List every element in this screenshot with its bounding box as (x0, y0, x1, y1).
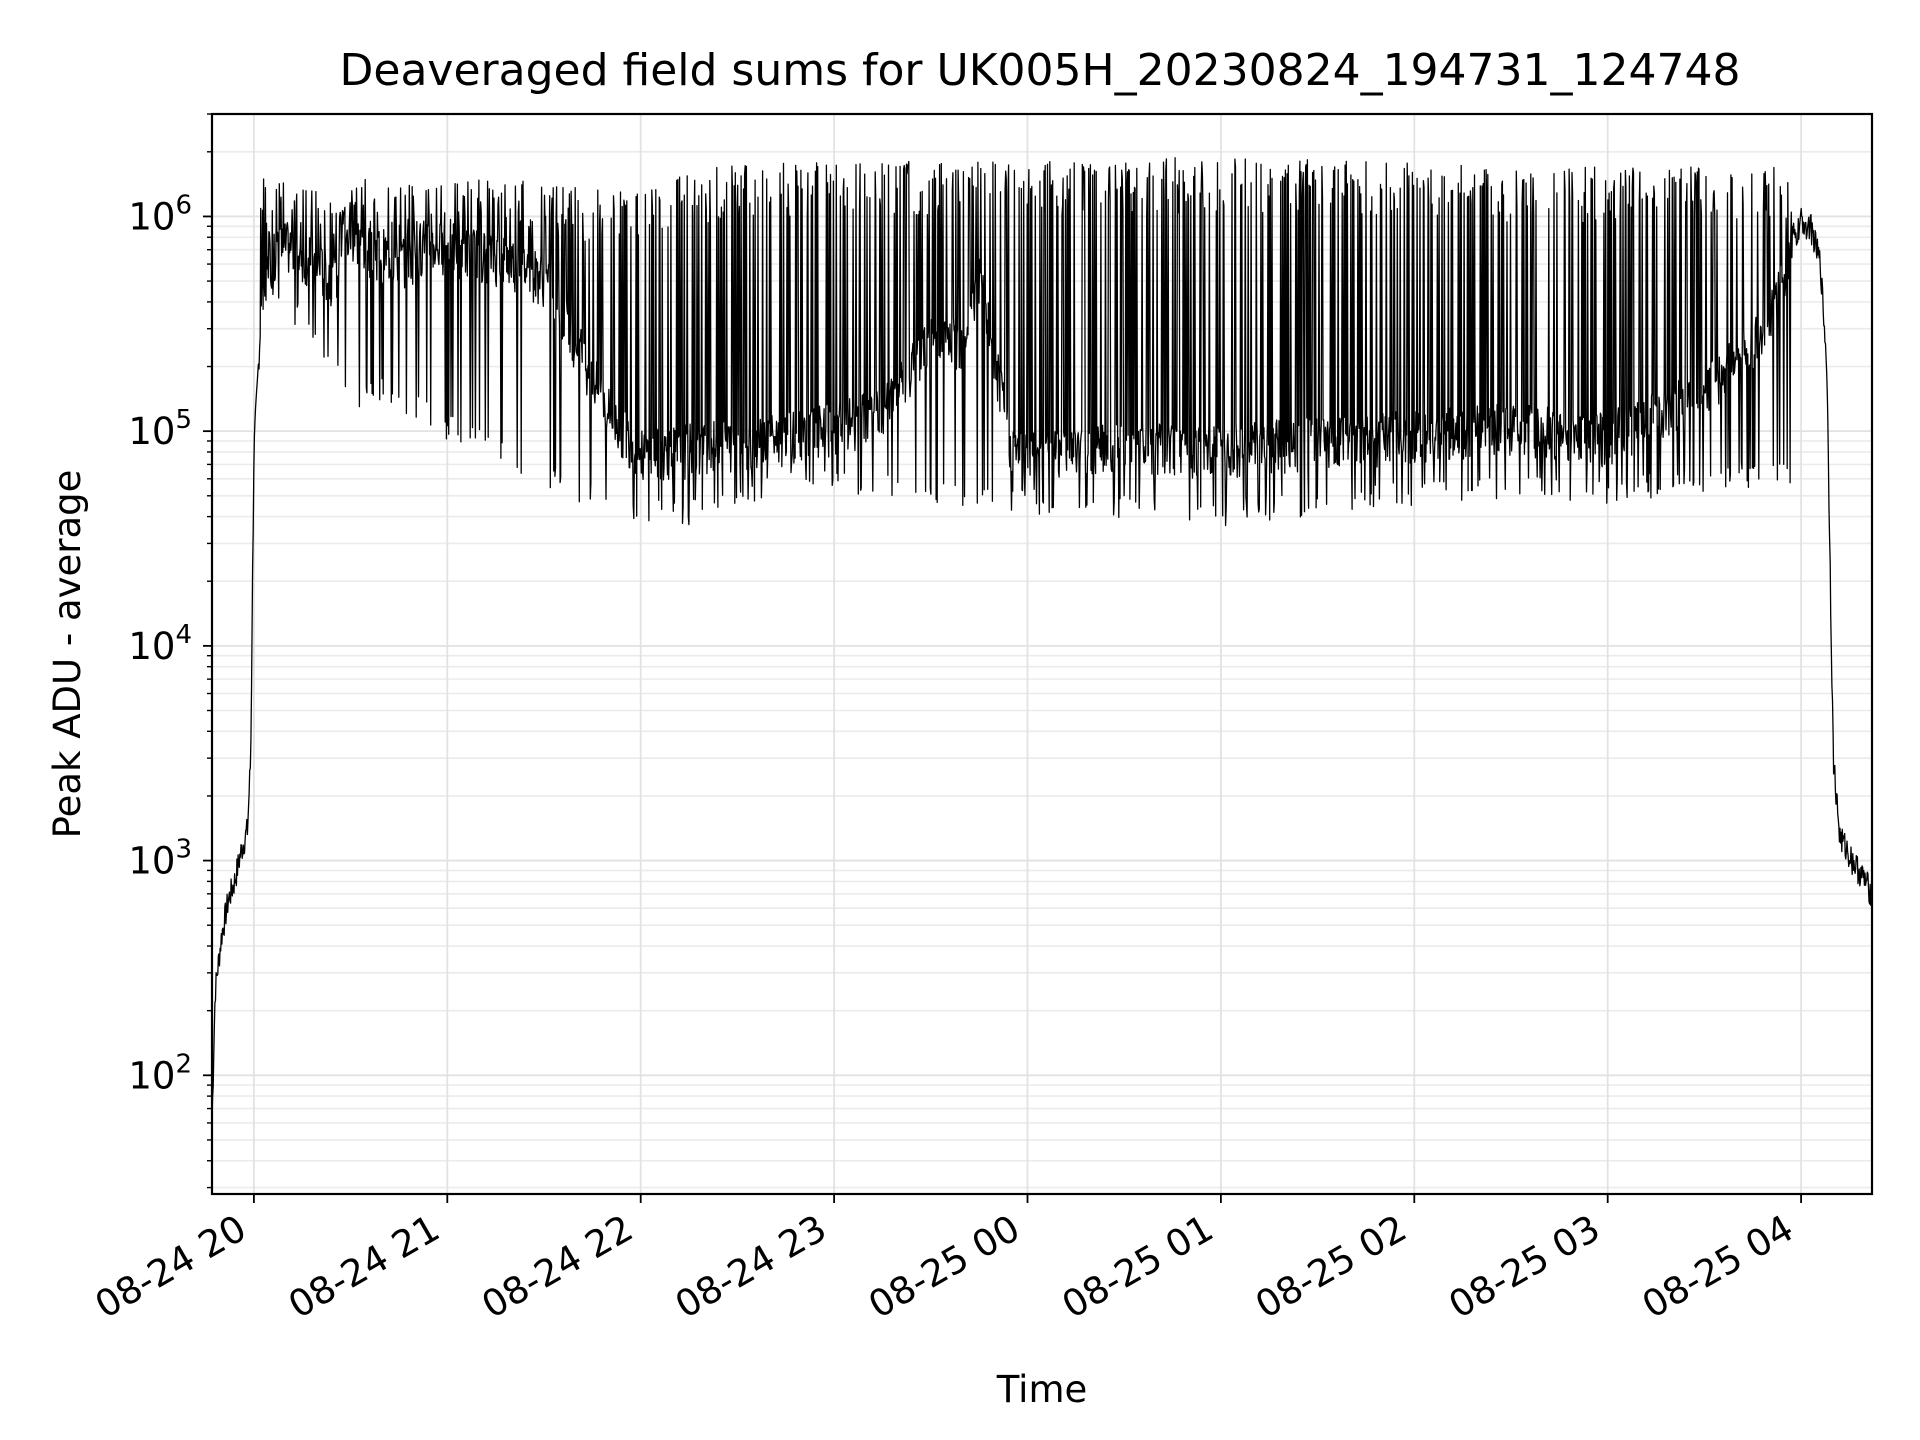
series-line (211, 157, 1873, 1124)
y-tick-label: 104 (128, 620, 192, 668)
y-tick-label: 105 (128, 405, 192, 453)
y-tick-label: 106 (128, 190, 192, 238)
y-tick-label: 102 (128, 1049, 192, 1097)
y-axis: 102 103 104 105 106 (128, 113, 212, 1189)
x-axis-label: Time (996, 1368, 1088, 1411)
y-axis-label: Peak ADU - average (46, 470, 89, 839)
series-group (211, 157, 1873, 1124)
y-tick-label: 103 (128, 835, 192, 883)
plot-frame (210, 112, 1874, 1196)
chart-title: Deaveraged field sums for UK005H_2023082… (340, 45, 1741, 96)
